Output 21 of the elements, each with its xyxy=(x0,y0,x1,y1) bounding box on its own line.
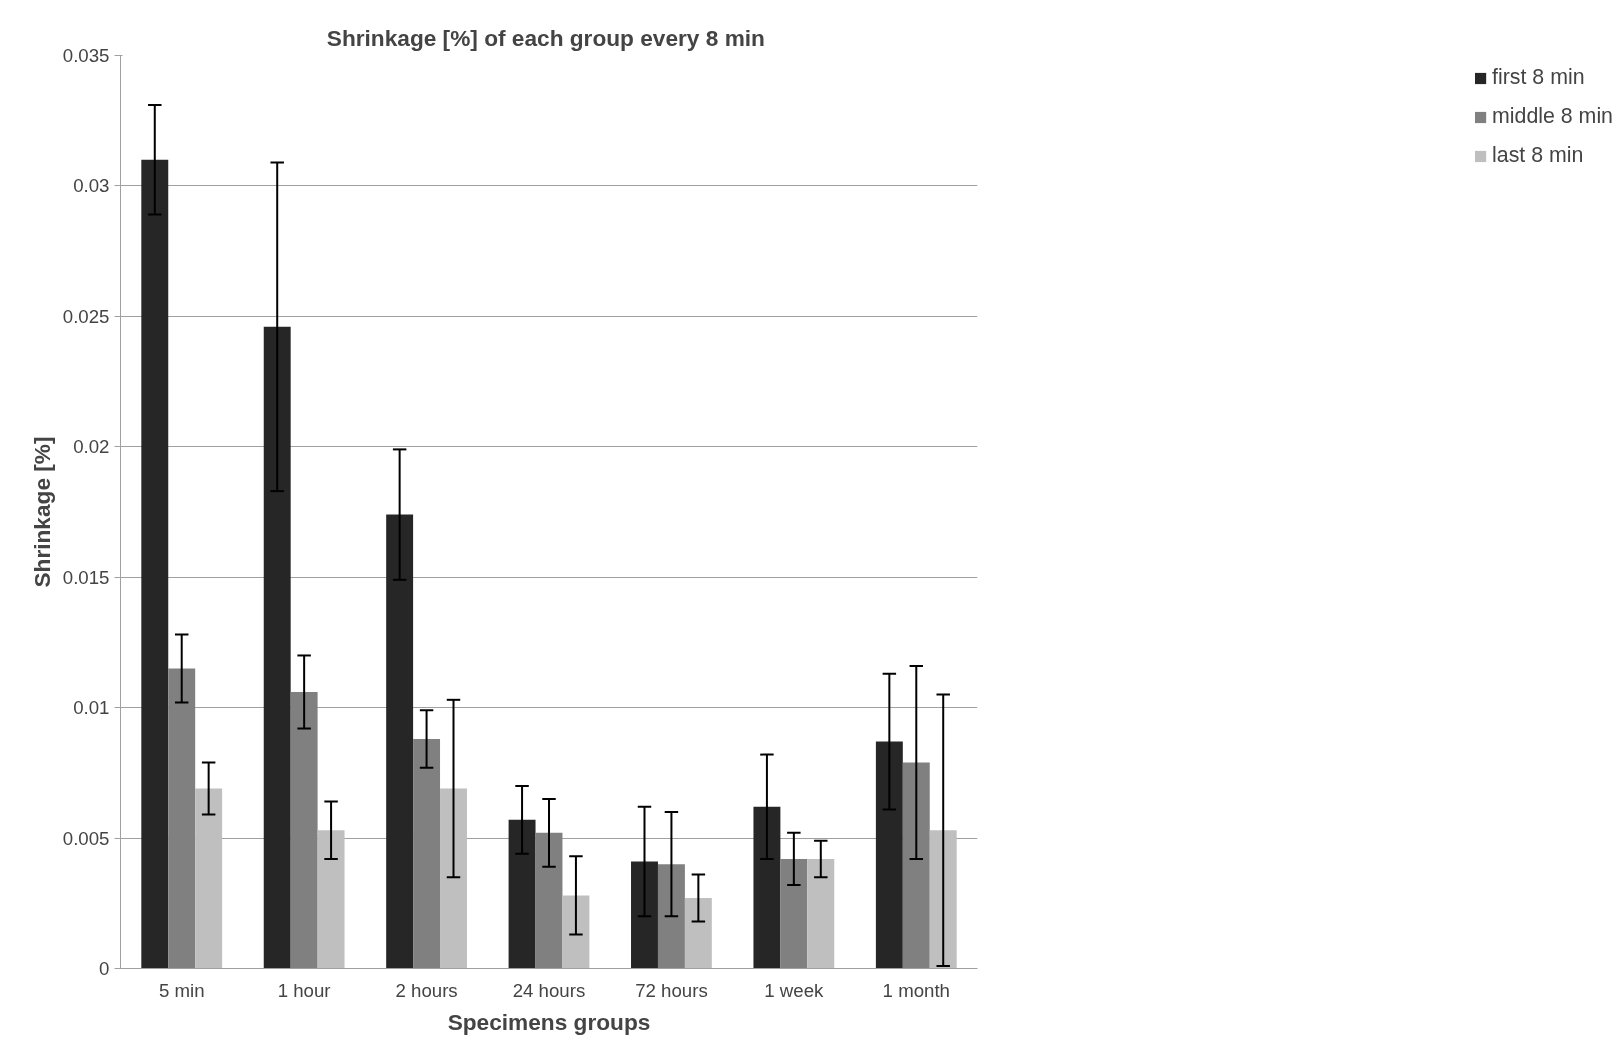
legend-label: first 8 min xyxy=(1492,65,1585,90)
x-axis-title: Specimens groups xyxy=(447,1008,651,1035)
y-tick-label: 0.005 xyxy=(62,827,110,849)
y-tick-label: 0.01 xyxy=(73,697,110,719)
x-tick-label: 1 hour xyxy=(277,979,331,1001)
y-tick-label: 0.015 xyxy=(62,566,110,588)
x-tick-label: 24 hours xyxy=(512,979,586,1001)
y-tick-label: 0.03 xyxy=(73,175,110,197)
legend-label: middle 8 min xyxy=(1492,104,1613,129)
y-tick-label: 0.02 xyxy=(73,436,110,458)
x-tick-label: 1 week xyxy=(764,979,825,1001)
x-tick-label: 1 month xyxy=(882,979,950,1001)
x-tick-label: 72 hours xyxy=(635,979,708,1001)
chart-title: Shrinkage [%] of each group every 8 min xyxy=(326,24,765,51)
x-tick-label: 2 hours xyxy=(395,979,458,1001)
y-tick-label: 0.025 xyxy=(62,305,110,327)
y-tick-label: 0 xyxy=(99,958,110,979)
x-tick-label: 5 min xyxy=(158,979,205,1001)
y-tick-label: 0.035 xyxy=(62,45,110,66)
y-axis-title: Shrinkage [%] xyxy=(28,436,55,588)
legend-label: last 8 min xyxy=(1492,143,1584,168)
